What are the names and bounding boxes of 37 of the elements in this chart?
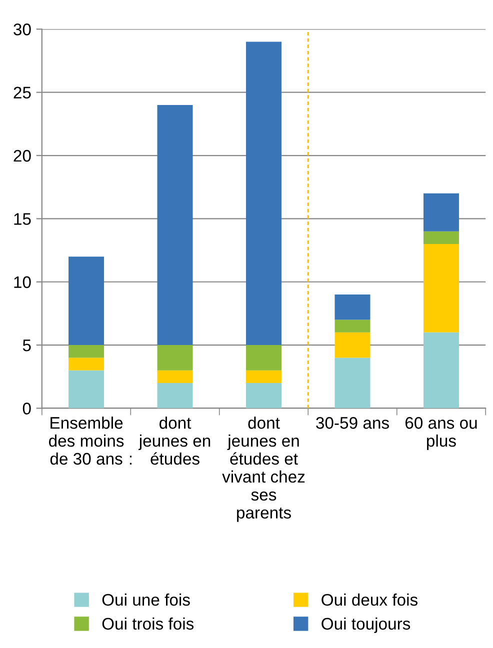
bar (423, 231, 459, 244)
y-tick-label: 25 (14, 86, 31, 99)
bar (334, 320, 370, 332)
bar (157, 104, 193, 346)
bar (68, 256, 104, 346)
x-tick-label: Ensemble des moins de 30 ans (49, 416, 124, 465)
bar (246, 42, 282, 346)
bar (68, 358, 104, 370)
legend-label: Oui trois fois (102, 617, 194, 630)
x-tick-label: 60 ans ou plus (405, 417, 477, 450)
legend-label: Oui une fois (102, 594, 190, 606)
bar (246, 345, 282, 370)
y-tick-label: 15 (14, 213, 31, 225)
bar (423, 244, 459, 332)
bar (157, 345, 193, 370)
y-tick-label: 10 (14, 276, 31, 288)
bar (68, 345, 104, 358)
x-tick-label: 30-59 ans (316, 417, 389, 429)
bar (246, 370, 282, 383)
legend-label: Oui toujours (322, 617, 410, 633)
y-tick-label: 5 (22, 340, 31, 352)
y-tick-label: 0 (22, 402, 31, 414)
text: : (130, 456, 132, 465)
bar (334, 358, 370, 408)
y-tick-label: 20 (14, 150, 31, 162)
bar (246, 382, 282, 408)
bar (423, 332, 459, 408)
x-tick-label: dont jeunes en études (138, 416, 210, 465)
y-tick-label: 30 (14, 24, 31, 36)
bar (68, 370, 104, 408)
x-tick-label: dont jeunes en études et vivant chez ses parents (222, 416, 305, 522)
legend-label: Oui deux fois (322, 594, 418, 606)
bar (334, 294, 370, 320)
bar (157, 382, 193, 408)
bar (157, 370, 193, 383)
bar (334, 332, 370, 358)
bar (423, 193, 459, 232)
